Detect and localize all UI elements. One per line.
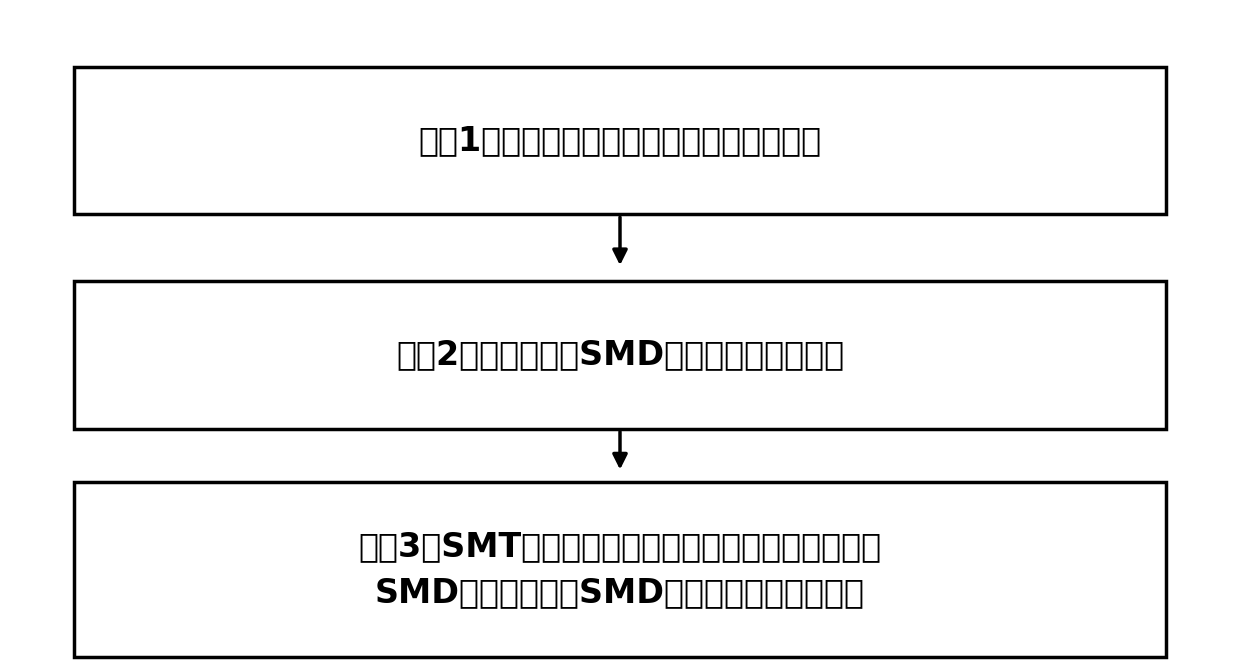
Text: 步骤1，提供具有止面以及侧面结构的麦拉片: 步骤1，提供具有止面以及侧面结构的麦拉片 (418, 124, 822, 157)
Bar (74, 482, 1166, 657)
Bar (74, 67, 1166, 214)
Bar (74, 281, 1166, 429)
Text: 步骤2，将麦拉片与SMD连接器进行组装连接: 步骤2，将麦拉片与SMD连接器进行组装连接 (396, 338, 844, 372)
Text: 步骤3，SMT贴片机通过吸嘴吸住麦拉片，并进而吸住
SMD连接器以实现SMD连接器的自动贴片操作: 步骤3，SMT贴片机通过吸嘴吸住麦拉片，并进而吸住 SMD连接器以实现SMD连接… (358, 530, 882, 609)
